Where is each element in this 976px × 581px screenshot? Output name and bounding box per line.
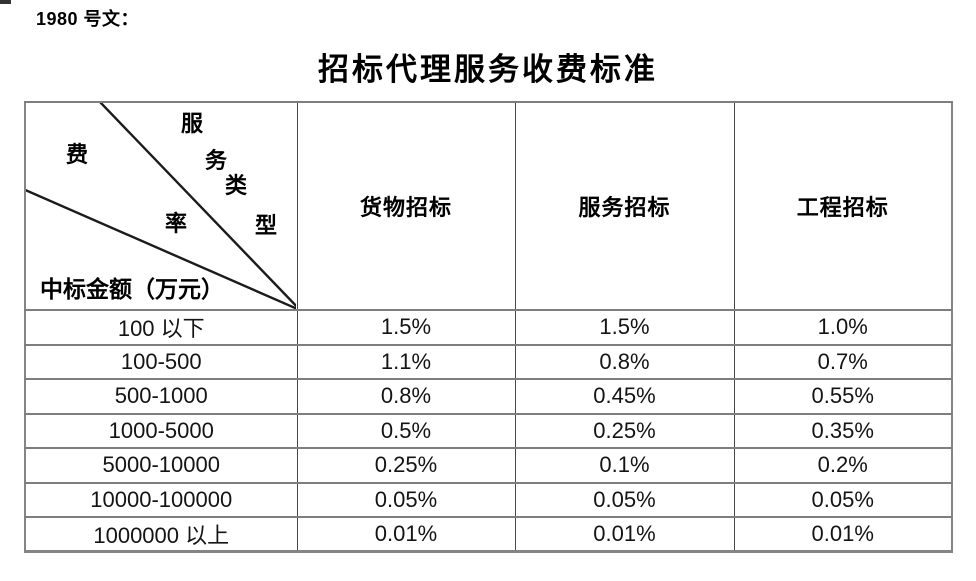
corner-type-char-4: 型 <box>255 213 278 238</box>
diagonal-divider-lines <box>26 104 296 308</box>
amount-range-cell: 100-500 <box>24 343 298 380</box>
service-rate-cell: 0.25% <box>514 412 735 449</box>
works-rate-cell: 0.05% <box>733 481 953 518</box>
table-corner-cell: 服 务 类 型 费 率 中标金额（万元） <box>24 101 298 311</box>
scan-edge-artifact <box>0 0 11 4</box>
service-rate-cell: 0.01% <box>514 516 735 553</box>
table-row: 1000000 以上 0.01% 0.01% 0.01% <box>24 516 953 553</box>
service-rate-cell: 1.5% <box>514 309 735 346</box>
amount-range-cell: 100 以下 <box>24 309 298 346</box>
goods-rate-cell: 0.01% <box>296 516 516 553</box>
goods-rate-cell: 1.5% <box>296 309 516 346</box>
goods-rate-cell: 0.05% <box>296 481 516 518</box>
table-row: 500-1000 0.8% 0.45% 0.55% <box>24 378 953 415</box>
table-row: 5000-10000 0.25% 0.1% 0.2% <box>24 447 953 484</box>
corner-type-char-1: 服 <box>181 111 204 136</box>
amount-range-cell: 500-1000 <box>24 378 298 415</box>
goods-rate-cell: 0.5% <box>296 412 516 449</box>
corner-rate-char-1: 费 <box>66 142 89 167</box>
corner-type-char-3: 类 <box>225 173 248 198</box>
service-rate-cell: 0.05% <box>514 481 735 518</box>
works-rate-cell: 0.55% <box>733 378 953 415</box>
corner-rate-char-2: 率 <box>165 211 188 236</box>
column-header-service: 服务招标 <box>514 101 735 311</box>
amount-range-cell: 5000-10000 <box>24 447 298 484</box>
table-row: 100 以下 1.5% 1.5% 1.0% <box>24 309 953 346</box>
works-rate-cell: 1.0% <box>733 309 953 346</box>
amount-range-cell: 1000000 以上 <box>24 516 298 553</box>
corner-type-char-2: 务 <box>205 148 228 173</box>
works-rate-cell: 0.35% <box>733 412 953 449</box>
service-rate-cell: 0.1% <box>514 447 735 484</box>
goods-rate-cell: 1.1% <box>296 343 516 380</box>
table-row: 1000-5000 0.5% 0.25% 0.35% <box>24 412 953 449</box>
service-rate-cell: 0.45% <box>514 378 735 415</box>
works-rate-cell: 0.01% <box>733 516 953 553</box>
goods-rate-cell: 0.25% <box>296 447 516 484</box>
table-row: 10000-100000 0.05% 0.05% 0.05% <box>24 481 953 518</box>
table-row: 100-500 1.1% 0.8% 0.7% <box>24 343 953 380</box>
corner-amount-axis-label: 中标金额（万元） <box>40 277 224 302</box>
service-rate-cell: 0.8% <box>514 343 735 380</box>
doc-number-label: 1980 号文： <box>36 9 140 29</box>
works-rate-cell: 0.7% <box>733 343 953 380</box>
column-header-goods: 货物招标 <box>296 101 516 311</box>
table-header-row: 服 务 类 型 费 率 中标金额（万元） 货物招标 服务招标 工程招标 <box>24 101 953 311</box>
page-title: 招标代理服务收费标准 <box>318 52 658 87</box>
amount-range-cell: 10000-100000 <box>24 481 298 518</box>
goods-rate-cell: 0.8% <box>296 378 516 415</box>
works-rate-cell: 0.2% <box>733 447 953 484</box>
amount-range-cell: 1000-5000 <box>24 412 298 449</box>
column-header-works: 工程招标 <box>733 101 953 311</box>
fee-standard-table: 服 务 类 型 费 率 中标金额（万元） 货物招标 服务招标 工程招标 100 … <box>24 101 953 553</box>
